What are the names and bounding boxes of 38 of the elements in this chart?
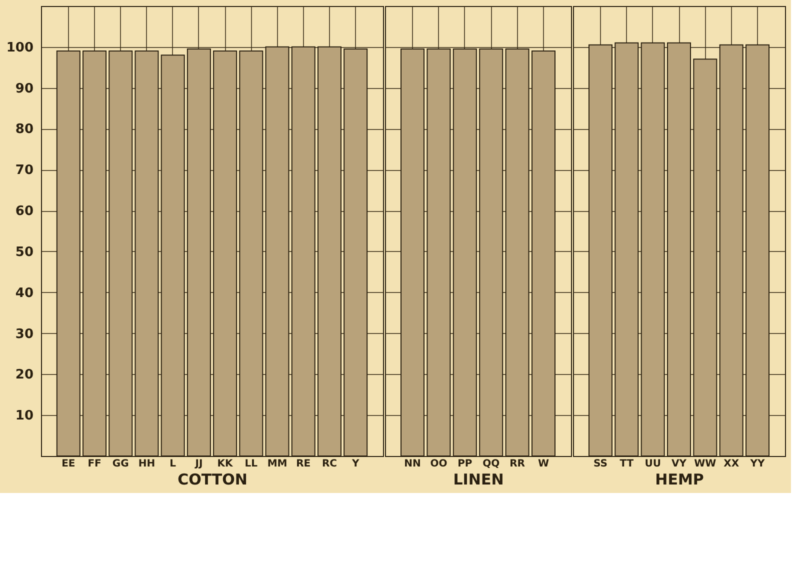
y-tick-label: 70 <box>15 163 34 178</box>
x-tick-label: RE <box>296 458 311 470</box>
y-tick-label: 10 <box>15 408 34 424</box>
x-tick-label: RR <box>510 458 526 470</box>
x-tick-label: EE <box>62 458 76 470</box>
x-tick-label: YY <box>749 458 766 470</box>
y-tick-label: 40 <box>15 286 34 301</box>
y-tick-label: 100 <box>6 40 34 56</box>
x-tick-label: KK <box>217 458 234 470</box>
x-tick-label: L <box>170 458 177 470</box>
y-tick-label: 60 <box>15 204 34 220</box>
x-tick-label: TT <box>620 458 634 470</box>
x-axis-title: COTTON <box>178 470 248 488</box>
x-tick-label: MM <box>267 458 288 470</box>
y-tick-label: 20 <box>15 368 34 383</box>
x-tick-label: HH <box>138 458 156 470</box>
x-tick-label: FF <box>88 458 102 470</box>
x-tick-label: UU <box>644 458 661 470</box>
x-tick-label: WW <box>694 458 716 470</box>
x-tick-label: NN <box>404 458 421 470</box>
y-tick-label: 30 <box>15 326 34 342</box>
x-tick-label: SS <box>593 458 608 470</box>
x-axis-title: LINEN <box>453 470 504 488</box>
x-axis-title: HEMP <box>655 470 704 488</box>
x-tick-label: PP <box>458 458 472 470</box>
x-tick-label: XX <box>724 458 740 470</box>
x-tick-label: JJ <box>194 458 203 470</box>
x-tick-label: Y <box>350 458 360 470</box>
x-tick-label: GG <box>112 458 129 470</box>
y-tick-label: 50 <box>15 244 34 260</box>
x-tick-label: W <box>538 458 550 470</box>
x-tick-label: LL <box>244 458 258 470</box>
x-tick-label: VY <box>672 458 688 470</box>
x-tick-label: RC <box>322 458 338 470</box>
x-tick-label: QQ <box>482 458 500 470</box>
y-tick-label: 90 <box>15 81 34 96</box>
y-tick-label: 80 <box>15 122 34 138</box>
x-tick-label: OO <box>430 458 448 470</box>
